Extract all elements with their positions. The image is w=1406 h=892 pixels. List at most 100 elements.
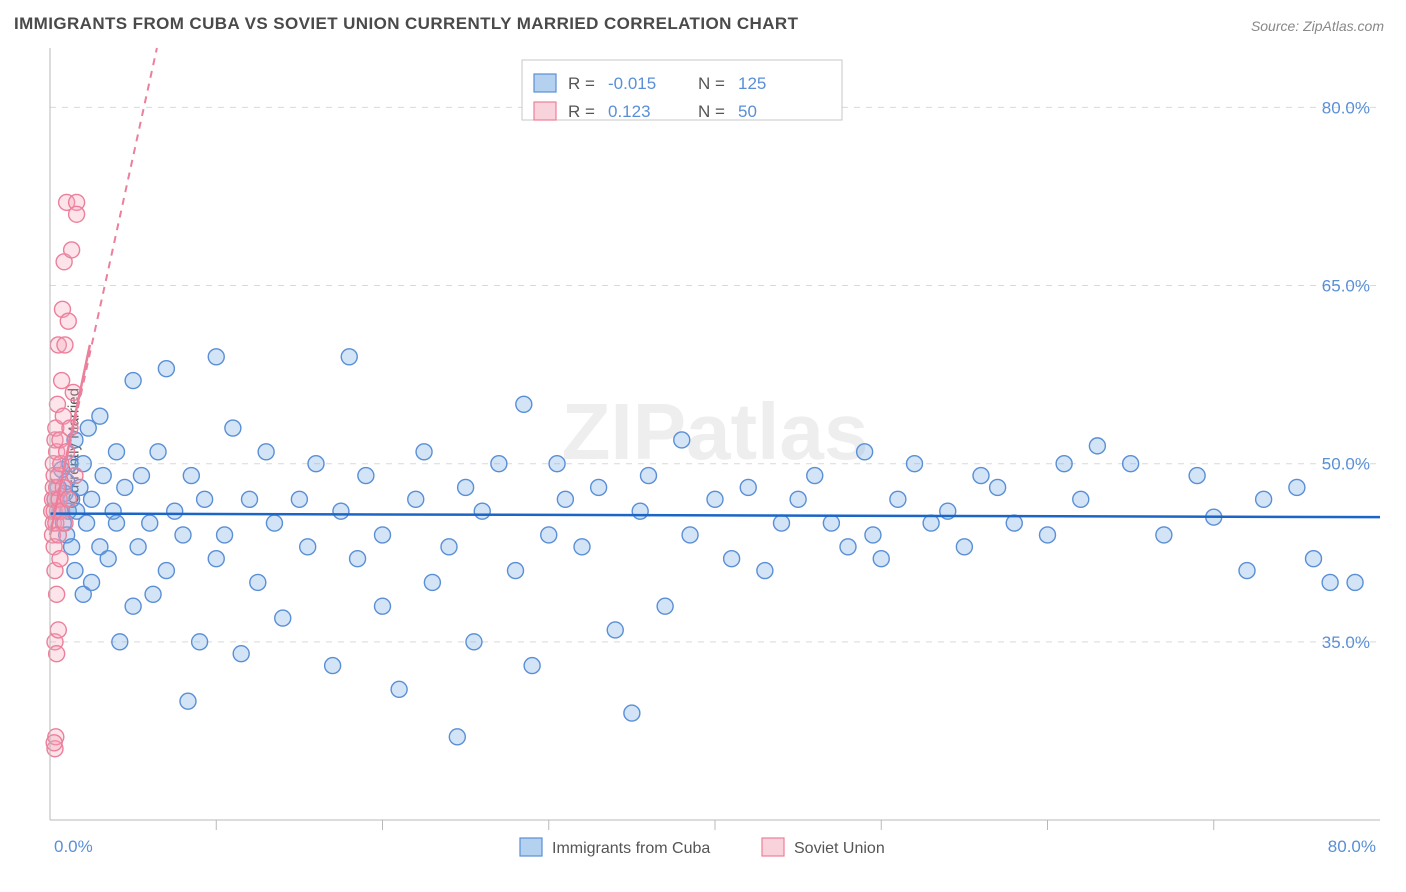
- data-point: [1347, 574, 1363, 590]
- data-point: [60, 491, 76, 507]
- scatter-chart: 35.0% 50.0% 65.0% 80.0% ZIPatlas 0.0% 80.0% R =…: [0, 0, 1406, 892]
- data-point: [258, 444, 274, 460]
- data-point: [67, 563, 83, 579]
- data-point: [92, 408, 108, 424]
- data-point: [117, 479, 133, 495]
- data-point: [64, 539, 80, 555]
- data-point: [180, 693, 196, 709]
- data-point: [266, 515, 282, 531]
- data-point: [541, 527, 557, 543]
- data-point: [907, 456, 923, 472]
- data-point: [46, 735, 62, 751]
- data-point: [130, 539, 146, 555]
- data-point: [458, 479, 474, 495]
- data-point: [1156, 527, 1172, 543]
- data-point: [233, 646, 249, 662]
- data-point: [50, 622, 66, 638]
- data-point: [990, 479, 1006, 495]
- data-point: [557, 491, 573, 507]
- data-point: [873, 551, 889, 567]
- legend-label: Immigrants from Cuba: [552, 840, 710, 857]
- data-point: [67, 468, 83, 484]
- r-value: 0.123: [608, 102, 651, 121]
- n-label: N =: [698, 74, 725, 93]
- data-point: [408, 491, 424, 507]
- data-point: [300, 539, 316, 555]
- data-point: [69, 206, 85, 222]
- data-point: [1289, 479, 1305, 495]
- data-point: [1123, 456, 1139, 472]
- data-point: [100, 551, 116, 567]
- data-point: [441, 539, 457, 555]
- data-point: [84, 574, 100, 590]
- data-point: [125, 373, 141, 389]
- data-point: [57, 515, 73, 531]
- r-label: R =: [568, 102, 595, 121]
- data-point: [208, 551, 224, 567]
- trend-line: [50, 514, 1380, 518]
- data-point: [757, 563, 773, 579]
- legend-swatch: [534, 102, 556, 120]
- data-point: [1040, 527, 1056, 543]
- n-value: 125: [738, 74, 766, 93]
- data-point: [142, 515, 158, 531]
- data-point: [624, 705, 640, 721]
- data-point: [657, 598, 673, 614]
- x-tick-label: 0.0%: [54, 837, 93, 856]
- data-point: [49, 646, 65, 662]
- x-tick-label: 80.0%: [1328, 837, 1376, 856]
- data-point: [49, 586, 65, 602]
- y-tick-label: 80.0%: [1322, 98, 1370, 117]
- data-point: [79, 515, 95, 531]
- data-point: [150, 444, 166, 460]
- legend-swatch: [520, 838, 542, 856]
- data-point: [449, 729, 465, 745]
- data-point: [491, 456, 507, 472]
- data-point: [158, 361, 174, 377]
- data-point: [341, 349, 357, 365]
- data-point: [133, 468, 149, 484]
- data-point: [375, 598, 391, 614]
- legend-swatch: [534, 74, 556, 92]
- data-point: [682, 527, 698, 543]
- data-point: [416, 444, 432, 460]
- data-point: [840, 539, 856, 555]
- data-point: [549, 456, 565, 472]
- watermark: ZIPatlas: [562, 387, 869, 476]
- data-point: [508, 563, 524, 579]
- data-point: [474, 503, 490, 519]
- data-point: [424, 574, 440, 590]
- data-point: [391, 681, 407, 697]
- y-tick-label: 50.0%: [1322, 455, 1370, 474]
- data-point: [1306, 551, 1322, 567]
- data-point: [95, 468, 111, 484]
- data-point: [109, 515, 125, 531]
- r-label: R =: [568, 74, 595, 93]
- data-point: [167, 503, 183, 519]
- y-tick-label: 65.0%: [1322, 277, 1370, 296]
- data-point: [641, 468, 657, 484]
- data-point: [1189, 468, 1205, 484]
- data-point: [197, 491, 213, 507]
- data-point: [225, 420, 241, 436]
- data-point: [740, 479, 756, 495]
- r-value: -0.015: [608, 74, 656, 93]
- data-point: [62, 420, 78, 436]
- data-point: [145, 586, 161, 602]
- data-point: [807, 468, 823, 484]
- data-point: [183, 468, 199, 484]
- data-point: [84, 491, 100, 507]
- data-point: [333, 503, 349, 519]
- data-point: [1322, 574, 1338, 590]
- y-tick-label: 35.0%: [1322, 633, 1370, 652]
- data-point: [80, 420, 96, 436]
- data-point: [64, 242, 80, 258]
- data-point: [1056, 456, 1072, 472]
- data-point: [1006, 515, 1022, 531]
- data-point: [308, 456, 324, 472]
- trend-line: [50, 48, 157, 535]
- data-point: [1089, 438, 1105, 454]
- data-point: [956, 539, 972, 555]
- legend-label: Soviet Union: [794, 840, 885, 857]
- data-point: [350, 551, 366, 567]
